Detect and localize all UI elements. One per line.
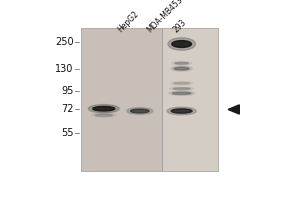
Text: HepG2: HepG2 [116,9,141,34]
Ellipse shape [175,62,189,64]
Ellipse shape [174,67,189,70]
Ellipse shape [171,66,192,71]
Ellipse shape [127,108,153,114]
Text: 130: 130 [55,64,74,74]
Ellipse shape [172,62,191,65]
Ellipse shape [167,107,196,115]
Ellipse shape [170,82,193,85]
Ellipse shape [130,109,149,113]
Ellipse shape [172,92,191,94]
Ellipse shape [171,109,192,113]
Text: MDA-MB453: MDA-MB453 [145,0,184,34]
Ellipse shape [173,82,190,84]
Ellipse shape [173,88,190,90]
Ellipse shape [95,114,112,116]
Ellipse shape [93,106,115,111]
Text: 72: 72 [61,104,74,114]
Text: 293: 293 [172,17,188,34]
Ellipse shape [88,105,119,113]
Text: 55: 55 [61,128,74,138]
Ellipse shape [169,91,195,95]
Ellipse shape [172,41,191,47]
Bar [162,28,218,171]
Polygon shape [228,105,239,114]
Text: 95: 95 [61,86,74,96]
Ellipse shape [92,113,116,117]
Bar [80,28,162,171]
Text: 250: 250 [55,37,74,47]
Ellipse shape [169,87,194,90]
Ellipse shape [168,38,196,50]
